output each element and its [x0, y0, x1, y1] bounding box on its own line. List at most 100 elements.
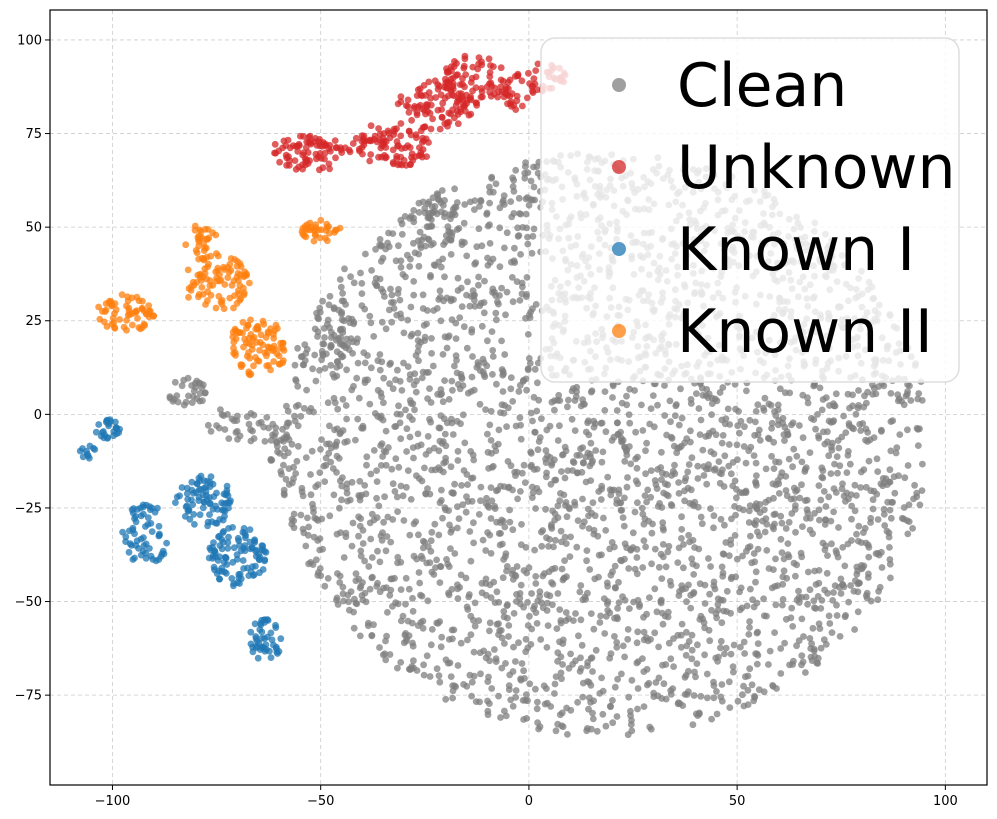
data-point	[565, 396, 572, 404]
data-point	[652, 481, 660, 488]
data-point	[477, 483, 485, 491]
data-point	[279, 425, 286, 433]
data-point	[350, 608, 357, 616]
legend-marker	[612, 324, 626, 338]
data-point	[869, 381, 876, 389]
data-point	[798, 481, 805, 489]
data-point	[132, 513, 140, 520]
data-point	[662, 563, 670, 571]
data-point	[792, 572, 799, 580]
data-point	[359, 540, 367, 547]
data-point	[645, 679, 653, 687]
data-point	[372, 245, 379, 253]
data-point	[724, 405, 732, 413]
data-point	[613, 407, 621, 414]
data-point	[326, 165, 333, 173]
data-point	[499, 574, 507, 582]
data-point	[345, 598, 352, 606]
data-point	[407, 303, 415, 311]
data-point	[550, 543, 557, 551]
data-point	[247, 316, 254, 324]
data-point	[751, 558, 759, 566]
data-point	[270, 358, 278, 365]
data-point	[317, 154, 325, 162]
data-point	[901, 474, 909, 482]
data-point	[473, 243, 481, 251]
data-point	[333, 594, 341, 602]
data-point	[415, 475, 423, 482]
data-point	[233, 262, 241, 270]
data-point	[342, 402, 350, 409]
data-point	[453, 98, 461, 106]
data-point	[291, 157, 299, 165]
data-point	[224, 274, 232, 281]
data-point	[761, 528, 769, 536]
data-point	[332, 443, 340, 450]
data-point	[754, 640, 762, 647]
data-point	[410, 552, 418, 560]
data-point	[790, 495, 798, 502]
data-point	[146, 545, 153, 552]
data-point	[442, 458, 450, 466]
data-point	[741, 488, 749, 496]
data-point	[406, 144, 414, 151]
data-point	[229, 558, 237, 566]
data-point	[526, 80, 533, 87]
data-point	[414, 337, 422, 344]
data-point	[830, 508, 837, 516]
data-point	[522, 648, 530, 656]
data-point	[475, 617, 483, 624]
data-point	[727, 536, 735, 544]
data-point	[675, 421, 683, 429]
data-point	[378, 153, 385, 161]
data-point	[438, 486, 445, 494]
data-point	[806, 449, 814, 456]
data-point	[457, 420, 464, 428]
data-point	[417, 149, 425, 157]
data-point	[451, 480, 458, 488]
data-point	[395, 285, 402, 293]
data-point	[425, 78, 433, 86]
data-point	[349, 350, 356, 357]
data-point	[402, 600, 409, 608]
data-point	[307, 471, 314, 478]
data-point	[804, 600, 811, 608]
data-point	[423, 369, 430, 376]
data-point	[522, 635, 530, 643]
data-point	[710, 694, 718, 702]
data-point	[196, 389, 204, 397]
data-point	[683, 642, 691, 650]
data-point	[530, 75, 538, 82]
data-point	[448, 377, 456, 385]
data-point	[410, 207, 418, 214]
data-point	[457, 571, 465, 579]
data-point	[614, 604, 621, 612]
data-point	[443, 344, 451, 352]
y-tick-label: 50	[25, 221, 42, 236]
data-point	[526, 680, 534, 688]
data-point	[659, 541, 667, 548]
data-point	[551, 690, 558, 697]
data-point	[825, 452, 833, 460]
data-point	[461, 55, 469, 63]
data-point	[502, 660, 509, 667]
data-point	[383, 632, 390, 640]
data-point	[402, 574, 410, 582]
data-point	[410, 278, 418, 285]
data-point	[140, 542, 148, 549]
data-point	[212, 231, 220, 239]
data-point	[667, 433, 675, 441]
data-point	[692, 673, 699, 681]
legend-box	[540, 37, 960, 383]
data-point	[357, 269, 364, 277]
data-point	[582, 428, 590, 436]
data-point	[388, 465, 396, 473]
data-point	[444, 122, 451, 130]
data-point	[621, 457, 629, 465]
data-point	[508, 90, 516, 97]
data-point	[701, 651, 708, 659]
data-point	[404, 316, 412, 324]
data-point	[574, 517, 582, 524]
data-point	[809, 624, 817, 632]
data-point	[487, 515, 495, 522]
